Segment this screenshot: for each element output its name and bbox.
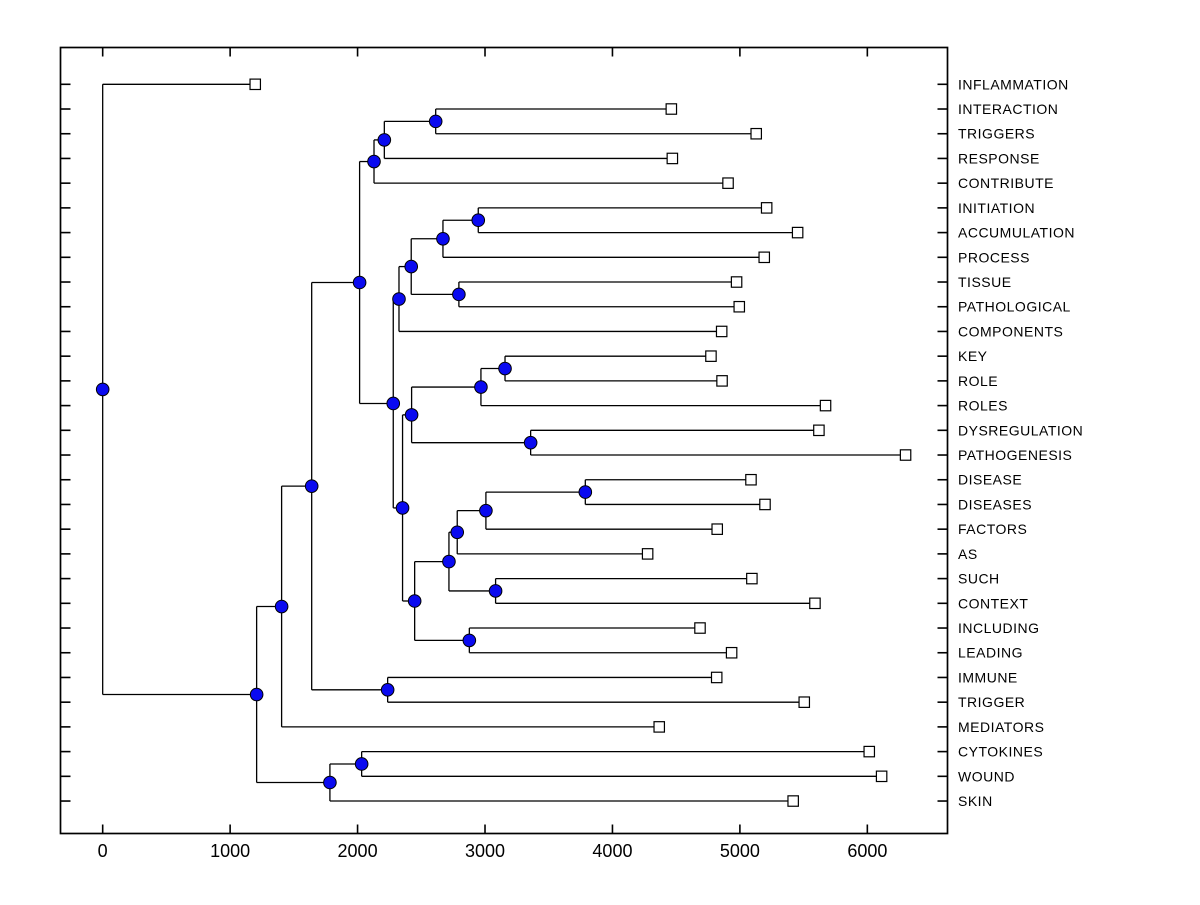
leaf-marker bbox=[899, 449, 912, 461]
leaf-label: PATHOLOGICAL bbox=[958, 299, 1071, 315]
leaf-label: SKIN bbox=[958, 793, 993, 809]
x-tick-label: 2000 bbox=[338, 841, 378, 861]
x-tick-label: 4000 bbox=[592, 841, 632, 861]
leaf-label: IMMUNE bbox=[958, 669, 1018, 685]
leaf-marker bbox=[791, 226, 804, 239]
internal-node-marker bbox=[404, 408, 419, 422]
internal-node-marker bbox=[450, 525, 465, 540]
leaf-marker bbox=[249, 78, 262, 91]
leaf-label: ROLES bbox=[958, 398, 1008, 414]
leaf-label: AS bbox=[958, 546, 978, 562]
leaf-label: SUCH bbox=[958, 571, 1000, 587]
leaf-marker bbox=[722, 177, 734, 189]
leaf-label: DISEASE bbox=[958, 472, 1022, 488]
leaf-marker bbox=[819, 399, 832, 412]
leaf-marker bbox=[760, 202, 773, 214]
leaf-marker bbox=[653, 721, 666, 733]
leaf-label: COMPONENTS bbox=[958, 323, 1063, 339]
internal-node-marker bbox=[452, 287, 466, 302]
leaf-marker bbox=[787, 795, 799, 807]
internal-node-marker bbox=[377, 133, 392, 147]
leaf-marker bbox=[759, 498, 771, 511]
leaf-label: RESPONSE bbox=[958, 150, 1040, 166]
leaf-label: TISSUE bbox=[958, 274, 1012, 290]
internal-node-marker bbox=[498, 361, 512, 376]
internal-node-marker bbox=[380, 683, 395, 697]
internal-node-marker bbox=[386, 396, 401, 411]
leaf-label: WOUND bbox=[958, 768, 1015, 784]
leaf-label: INCLUDING bbox=[958, 620, 1040, 636]
leaf-marker bbox=[798, 696, 811, 708]
x-tick-label: 5000 bbox=[720, 841, 760, 861]
leaf-label: PROCESS bbox=[958, 249, 1030, 265]
internal-node-marker bbox=[488, 584, 503, 598]
plot-box bbox=[59, 46, 949, 835]
internal-node-marker bbox=[367, 154, 381, 169]
internal-node-marker bbox=[392, 292, 406, 306]
leaf-marker bbox=[694, 622, 706, 634]
leaf-label: PATHOGENESIS bbox=[958, 447, 1072, 463]
leaf-marker bbox=[710, 671, 723, 684]
leaf-label: DISEASES bbox=[958, 496, 1032, 512]
x-tick-label: 6000 bbox=[847, 841, 887, 861]
leaf-marker bbox=[730, 276, 743, 288]
leaf-marker bbox=[758, 251, 771, 264]
leaf-label: ACCUMULATION bbox=[958, 225, 1075, 241]
leaf-label: TRIGGER bbox=[958, 694, 1025, 710]
leaf-label: INTERACTION bbox=[958, 101, 1058, 117]
internal-node-marker bbox=[352, 275, 367, 290]
leaf-marker bbox=[715, 325, 728, 338]
leaf-marker bbox=[745, 473, 757, 486]
leaf-marker bbox=[665, 103, 678, 115]
internal-node-marker bbox=[323, 775, 337, 790]
leaf-marker bbox=[863, 745, 876, 758]
leaf-label: CONTRIBUTE bbox=[958, 175, 1054, 191]
internal-node-marker bbox=[474, 380, 488, 394]
internal-node-marker bbox=[462, 633, 477, 648]
leaf-marker bbox=[716, 375, 728, 387]
leaf-marker bbox=[746, 572, 758, 585]
leaf-marker bbox=[711, 523, 724, 535]
internal-node-marker bbox=[407, 594, 422, 608]
leaf-label: CONTEXT bbox=[958, 595, 1028, 611]
internal-node-marker bbox=[471, 213, 486, 228]
leaf-marker bbox=[666, 152, 679, 165]
internal-node-marker bbox=[523, 435, 538, 450]
internal-node-marker bbox=[354, 757, 369, 771]
leaf-marker bbox=[813, 424, 825, 437]
internal-node-marker bbox=[304, 479, 319, 493]
leaf-label: DYSREGULATION bbox=[958, 422, 1083, 438]
leaf-marker bbox=[705, 350, 717, 362]
x-tick-label: 0 bbox=[98, 841, 108, 861]
leaf-marker bbox=[750, 127, 763, 140]
x-tick-label: 1000 bbox=[210, 841, 250, 861]
internal-node-marker bbox=[404, 259, 419, 274]
internal-node-marker bbox=[479, 503, 493, 518]
leaf-label: LEADING bbox=[958, 645, 1023, 661]
leaf-label: FACTORS bbox=[958, 521, 1027, 537]
leaf-label: INITIATION bbox=[958, 200, 1035, 216]
leaf-marker bbox=[641, 548, 654, 560]
leaf-marker bbox=[875, 770, 888, 783]
internal-node-marker bbox=[442, 554, 456, 569]
leaf-label: CYTOKINES bbox=[958, 744, 1043, 760]
leaf-label: ROLE bbox=[958, 373, 998, 389]
internal-node-marker bbox=[274, 599, 289, 614]
leaf-marker bbox=[733, 300, 746, 313]
leaf-label: MEDIATORS bbox=[958, 719, 1044, 735]
internal-node-marker bbox=[428, 114, 443, 129]
x-tick-label: 3000 bbox=[465, 841, 505, 861]
internal-node-marker bbox=[395, 501, 410, 515]
internal-node-marker bbox=[249, 687, 264, 702]
leaf-label: TRIGGERS bbox=[958, 126, 1035, 142]
internal-node-marker bbox=[436, 231, 450, 246]
leaf-marker bbox=[725, 646, 738, 659]
internal-node-marker bbox=[578, 485, 593, 499]
leaf-label: KEY bbox=[958, 348, 988, 364]
leaf-label: INFLAMMATION bbox=[958, 76, 1069, 92]
leaf-marker bbox=[809, 597, 821, 610]
internal-node-marker bbox=[95, 382, 110, 397]
